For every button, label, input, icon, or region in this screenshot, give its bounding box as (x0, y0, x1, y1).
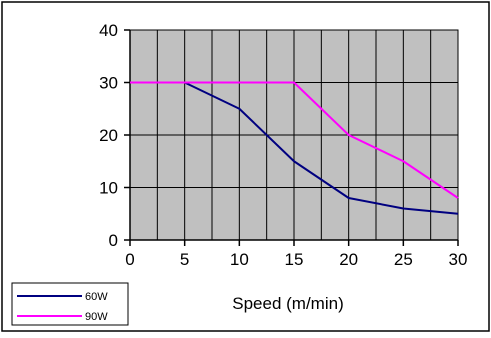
legend-label-90w: 90W (85, 311, 108, 323)
series-line-90w (130, 81, 459, 199)
series-lines (130, 81, 459, 215)
x-tick-label: 25 (394, 250, 413, 269)
tick-labels: 0 10 20 30 40 0 5 10 15 20 25 30 (99, 21, 467, 269)
legend-box (11, 282, 129, 326)
y-tick-label: 20 (99, 126, 118, 145)
x-tick-label: 20 (339, 250, 358, 269)
axes (124, 29, 459, 246)
x-tick-label: 10 (230, 250, 249, 269)
x-tick-label: 5 (180, 250, 189, 269)
legend-label-60w: 60W (85, 291, 108, 303)
x-tick-label: 15 (285, 250, 304, 269)
y-tick-label: 40 (99, 21, 118, 40)
x-axis-title: Speed (m/min) (232, 294, 343, 313)
y-tick-label: 0 (109, 231, 118, 250)
y-tick-label: 30 (99, 74, 118, 93)
y-tick-label: 10 (99, 179, 118, 198)
x-tick-label: 0 (125, 250, 134, 269)
x-tick-label: 30 (449, 250, 468, 269)
legend: 60W 90W (11, 282, 129, 326)
